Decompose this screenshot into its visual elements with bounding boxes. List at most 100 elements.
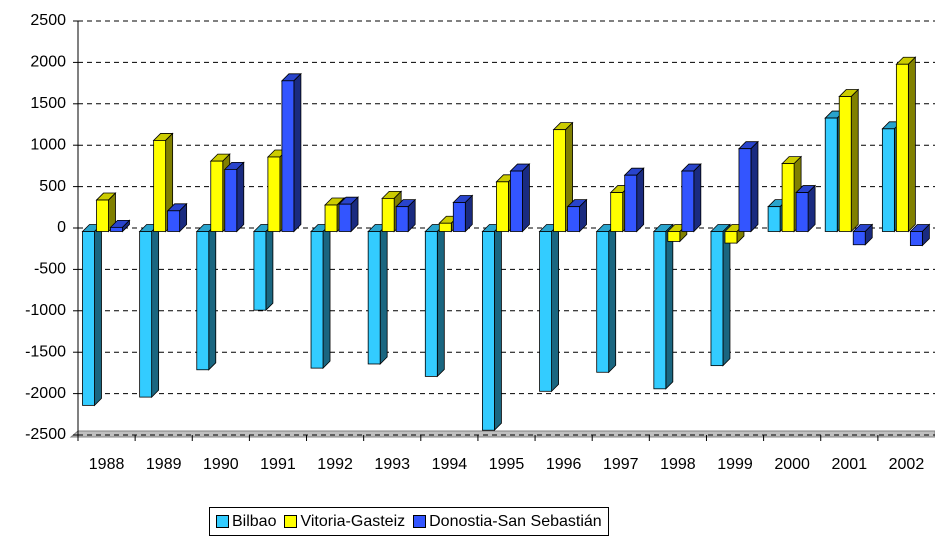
bar bbox=[539, 231, 552, 392]
x-tick-label: 1993 bbox=[374, 456, 410, 473]
bar bbox=[82, 231, 95, 406]
bar bbox=[781, 163, 795, 232]
bar-side bbox=[236, 161, 245, 233]
bar bbox=[496, 181, 509, 232]
bar bbox=[653, 231, 667, 390]
y-tick-label: 500 bbox=[39, 178, 66, 195]
bar bbox=[482, 231, 495, 431]
bar bbox=[110, 226, 123, 232]
bar bbox=[310, 231, 324, 369]
bar bbox=[724, 231, 738, 244]
y-tick-label: 2000 bbox=[30, 54, 66, 71]
bar bbox=[253, 231, 267, 311]
x-tick-label: 1999 bbox=[717, 456, 753, 473]
bar-side bbox=[636, 167, 645, 233]
bar bbox=[510, 170, 523, 232]
x-tick-label: 1991 bbox=[260, 456, 296, 473]
x-tick-label: 1994 bbox=[432, 456, 468, 473]
bar-side bbox=[807, 184, 816, 233]
legend-item: Donostia-San Sebastián bbox=[413, 513, 602, 531]
x-tick-label: 1989 bbox=[146, 456, 182, 473]
bar bbox=[710, 231, 724, 367]
x-tick-label: 1996 bbox=[546, 456, 582, 473]
bar-side bbox=[379, 223, 388, 365]
x-tick-label: 1990 bbox=[203, 456, 239, 473]
bar-side bbox=[322, 223, 331, 370]
bar-side bbox=[208, 223, 217, 371]
bar bbox=[196, 231, 210, 371]
x-tick-label: 1997 bbox=[603, 456, 639, 473]
bar bbox=[852, 231, 866, 246]
bar bbox=[895, 63, 909, 232]
bar bbox=[324, 204, 338, 232]
legend-item: Vitoria-Gasteiz bbox=[284, 513, 405, 531]
bar-side bbox=[608, 223, 617, 374]
bar-side bbox=[436, 223, 445, 378]
y-tick-label: -2000 bbox=[25, 385, 66, 402]
chart: -2500 -2000 -1500 -1000 -500 0 500 1000 1500 2000… bbox=[25, 12, 935, 473]
legend-label: Bilbao bbox=[232, 512, 277, 530]
y-tick-label: -2500 bbox=[25, 426, 66, 443]
bar-side bbox=[522, 163, 530, 233]
y-tick-label: 0 bbox=[57, 219, 66, 236]
bar-side bbox=[722, 223, 731, 367]
x-tick-label: 1992 bbox=[317, 456, 353, 473]
bar bbox=[909, 231, 923, 246]
bar-side bbox=[693, 163, 702, 233]
bar bbox=[452, 202, 466, 232]
bar-side bbox=[293, 72, 302, 233]
bar-side bbox=[551, 223, 559, 393]
floor bbox=[69, 430, 935, 438]
x-tick-label: 1998 bbox=[660, 456, 696, 473]
bar bbox=[553, 129, 566, 232]
bar-side bbox=[265, 223, 274, 312]
x-tick-label: 2001 bbox=[832, 456, 868, 473]
bar-side bbox=[907, 56, 916, 233]
bar bbox=[567, 206, 580, 232]
y-tick-label: -1500 bbox=[25, 343, 66, 360]
bar bbox=[624, 174, 638, 232]
bar bbox=[738, 148, 752, 232]
bar bbox=[224, 168, 238, 232]
legend-swatch bbox=[284, 515, 298, 528]
legend-label: Donostia-San Sebastián bbox=[429, 512, 602, 530]
legend-swatch bbox=[413, 515, 427, 528]
bar-side bbox=[665, 223, 674, 390]
bar bbox=[610, 192, 624, 232]
legend-label: Vitoria-Gasteiz bbox=[300, 512, 406, 530]
y-tick-label: 2500 bbox=[30, 12, 66, 29]
bar bbox=[367, 231, 381, 365]
y-tick-label: 1500 bbox=[30, 95, 66, 112]
y-tick-label: 1000 bbox=[30, 136, 66, 153]
bar bbox=[795, 192, 809, 232]
bar bbox=[667, 231, 681, 242]
bar bbox=[267, 156, 281, 232]
bar bbox=[838, 96, 852, 232]
y-tick-label: -1000 bbox=[25, 302, 66, 319]
bar bbox=[281, 80, 295, 232]
bar bbox=[824, 117, 838, 232]
legend-item: Bilbao bbox=[216, 513, 276, 531]
bar bbox=[438, 222, 452, 232]
bar bbox=[681, 170, 695, 232]
bar bbox=[395, 206, 409, 232]
bar-side bbox=[151, 223, 160, 399]
bar bbox=[153, 140, 167, 232]
bar-side bbox=[850, 88, 859, 233]
bar bbox=[596, 231, 610, 373]
bar bbox=[338, 203, 352, 232]
legend: Bilbao Vitoria-Gasteiz Donostia-San Sebast… bbox=[209, 507, 609, 536]
bar bbox=[767, 206, 781, 232]
bar-side bbox=[94, 223, 102, 407]
bar bbox=[210, 160, 224, 232]
x-tick-label: 1995 bbox=[489, 456, 525, 473]
x-tick-label: 1988 bbox=[89, 456, 125, 473]
legend-swatch bbox=[216, 515, 229, 528]
bar bbox=[881, 128, 895, 232]
bar-side bbox=[750, 140, 759, 233]
bar bbox=[167, 210, 181, 232]
bar-side bbox=[464, 194, 473, 233]
x-tick-label: 2002 bbox=[889, 456, 925, 473]
y-tick-label: -500 bbox=[34, 261, 66, 278]
